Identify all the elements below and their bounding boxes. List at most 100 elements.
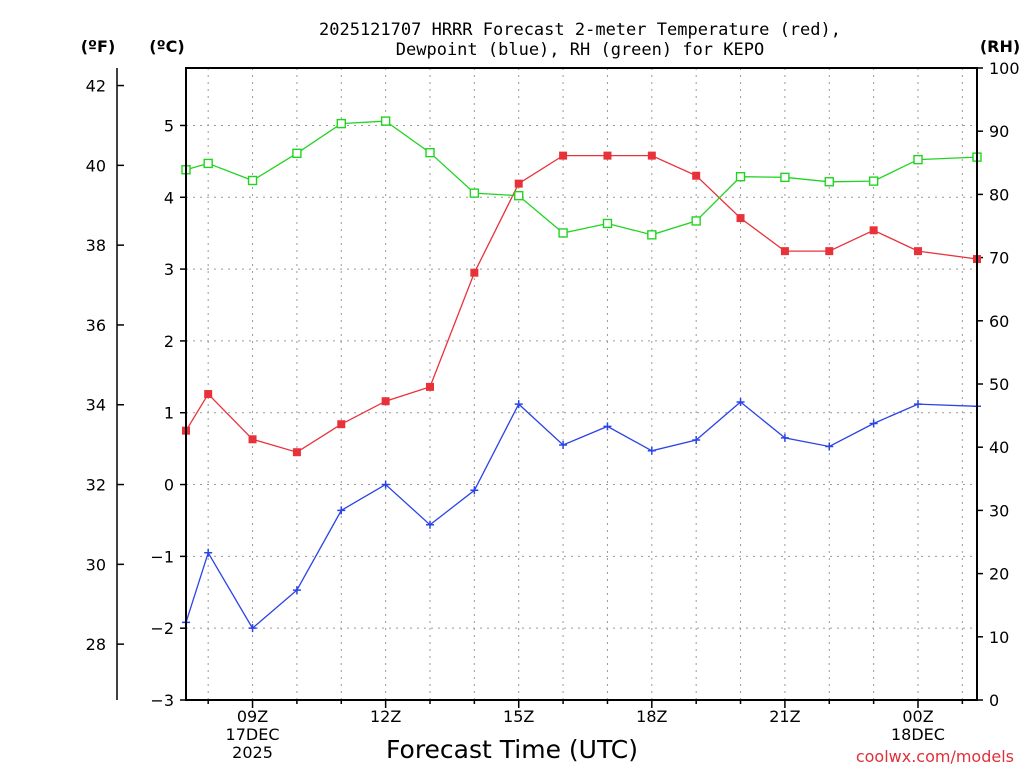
fahrenheit-tick-label: 34	[86, 396, 106, 415]
data-point	[736, 214, 745, 223]
data-point	[336, 118, 346, 129]
rh-tick-label: 0	[989, 691, 999, 710]
rh-tick-label: 50	[989, 375, 1009, 394]
data-point	[469, 188, 480, 198]
data-point	[292, 586, 301, 595]
data-point	[381, 480, 390, 489]
data-point	[913, 400, 922, 409]
x-tick-label: 18DEC	[891, 725, 945, 744]
rh-tick-label: 80	[989, 185, 1009, 204]
data-point	[647, 151, 656, 160]
data-point	[825, 442, 834, 451]
rh-tick-label: 60	[989, 312, 1009, 331]
chart-series	[181, 116, 982, 633]
celsius-tick-label: 2	[164, 332, 174, 351]
data-point	[735, 172, 746, 182]
data-point	[381, 397, 390, 406]
data-point	[869, 419, 878, 428]
celsius-tick-label: 5	[164, 116, 174, 135]
data-point	[824, 177, 834, 187]
data-point	[692, 436, 701, 445]
fahrenheit-axis-unit: (ºF)	[81, 37, 116, 56]
tick-labels: 2830323436384042−3−2−1012345010203040506…	[86, 59, 1020, 762]
fahrenheit-tick-label: 28	[86, 635, 106, 654]
data-point	[514, 400, 523, 409]
celsius-tick-label: −2	[150, 619, 174, 638]
data-point	[292, 148, 302, 159]
fahrenheit-tick-label: 32	[86, 476, 106, 495]
data-point	[913, 247, 922, 256]
celsius-axis-unit: (ºC)	[149, 37, 184, 56]
data-point	[470, 268, 479, 277]
data-point	[203, 158, 213, 169]
series-line	[185, 154, 978, 453]
data-point	[780, 433, 789, 442]
celsius-tick-label: −3	[150, 691, 174, 710]
celsius-tick-label: 0	[164, 476, 174, 495]
data-point	[425, 147, 435, 158]
rh-tick-label: 100	[989, 59, 1020, 78]
data-point	[558, 228, 568, 238]
data-point	[692, 171, 701, 180]
x-tick-label: 09Z	[237, 707, 268, 726]
series-2-meter-temperature	[182, 151, 981, 457]
x-tick-label: 12Z	[370, 707, 401, 726]
data-point	[425, 382, 434, 391]
x-tick-label: 21Z	[769, 707, 800, 726]
data-point	[470, 486, 479, 495]
fahrenheit-tick-label: 42	[86, 77, 106, 96]
data-point	[913, 154, 923, 165]
fahrenheit-tick-label: 36	[86, 316, 106, 335]
celsius-tick-label: 4	[164, 188, 174, 207]
data-point	[603, 151, 612, 160]
celsius-tick-label: 1	[164, 404, 174, 423]
data-point	[248, 624, 257, 633]
data-point	[337, 506, 346, 515]
data-point	[647, 230, 657, 240]
data-point	[603, 422, 612, 431]
plot-frame	[185, 67, 978, 701]
data-point	[248, 435, 257, 444]
data-point	[559, 441, 568, 450]
x-axis-title: Forecast Time (UTC)	[386, 735, 638, 764]
data-point	[380, 116, 391, 126]
rh-tick-label: 90	[989, 122, 1009, 141]
data-point	[780, 172, 790, 183]
chart-title-line-1: 2025121707 HRRR Forecast 2-meter Tempera…	[319, 20, 841, 40]
data-point	[647, 446, 656, 455]
chart-title-line-2: Dewpoint (blue), RH (green) for KEPO	[396, 40, 764, 60]
fahrenheit-tick-label: 38	[86, 236, 106, 255]
data-point	[869, 226, 878, 235]
rh-tick-label: 40	[989, 438, 1009, 457]
celsius-tick-label: −1	[150, 547, 174, 566]
fahrenheit-tick-label: 30	[86, 555, 106, 574]
series-line	[185, 120, 978, 236]
credit-link[interactable]: coolwx.com/models	[856, 747, 1014, 766]
series-rh	[181, 116, 982, 240]
rh-tick-label: 10	[989, 628, 1009, 647]
data-point	[514, 190, 524, 201]
data-point	[204, 548, 213, 557]
data-point	[247, 175, 258, 186]
x-tick-label: 17DEC	[226, 725, 280, 744]
x-tick-label: 2025	[232, 743, 273, 762]
data-point	[780, 247, 789, 256]
data-point	[337, 420, 346, 429]
data-point	[514, 179, 523, 188]
data-point	[559, 151, 568, 160]
x-tick-label: 15Z	[503, 707, 534, 726]
x-tick-label: 00Z	[902, 707, 933, 726]
rh-tick-label: 30	[989, 501, 1009, 520]
data-point	[425, 520, 434, 529]
rh-tick-label: 20	[989, 565, 1009, 584]
series-line	[185, 401, 978, 630]
data-point	[736, 397, 745, 406]
data-point	[602, 218, 613, 229]
data-point	[292, 448, 301, 457]
x-tick-label: 18Z	[636, 707, 667, 726]
data-point	[825, 247, 834, 256]
data-point	[691, 216, 701, 226]
data-point	[204, 390, 213, 399]
fahrenheit-tick-label: 40	[86, 156, 106, 175]
